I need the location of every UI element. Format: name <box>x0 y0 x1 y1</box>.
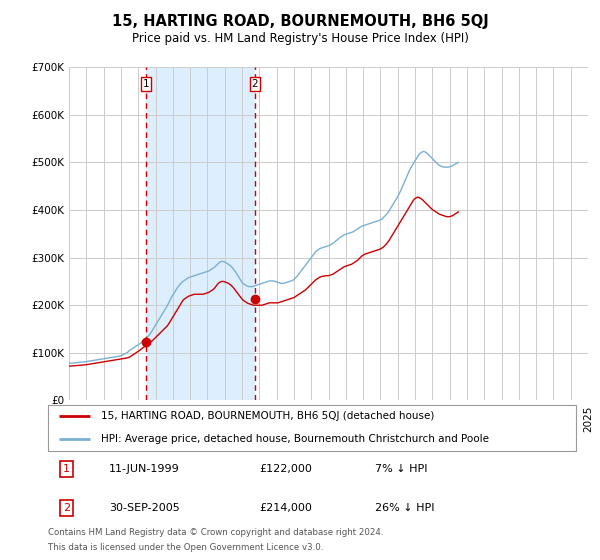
Text: 11-JUN-1999: 11-JUN-1999 <box>109 464 179 474</box>
Text: 2: 2 <box>63 503 70 513</box>
Text: This data is licensed under the Open Government Licence v3.0.: This data is licensed under the Open Gov… <box>48 543 323 552</box>
Text: 7% ↓ HPI: 7% ↓ HPI <box>376 464 428 474</box>
Text: 15, HARTING ROAD, BOURNEMOUTH, BH6 5QJ (detached house): 15, HARTING ROAD, BOURNEMOUTH, BH6 5QJ (… <box>101 412 434 421</box>
Text: 26% ↓ HPI: 26% ↓ HPI <box>376 503 435 513</box>
Text: 1: 1 <box>63 464 70 474</box>
Text: Price paid vs. HM Land Registry's House Price Index (HPI): Price paid vs. HM Land Registry's House … <box>131 32 469 45</box>
Text: HPI: Average price, detached house, Bournemouth Christchurch and Poole: HPI: Average price, detached house, Bour… <box>101 435 489 444</box>
Text: £122,000: £122,000 <box>259 464 312 474</box>
Text: Contains HM Land Registry data © Crown copyright and database right 2024.: Contains HM Land Registry data © Crown c… <box>48 528 383 536</box>
Bar <box>146 67 255 400</box>
Text: 30-SEP-2005: 30-SEP-2005 <box>109 503 179 513</box>
Text: £214,000: £214,000 <box>259 503 312 513</box>
FancyBboxPatch shape <box>48 405 576 451</box>
Text: 15, HARTING ROAD, BOURNEMOUTH, BH6 5QJ: 15, HARTING ROAD, BOURNEMOUTH, BH6 5QJ <box>112 14 488 29</box>
Text: 1: 1 <box>142 79 149 89</box>
Text: 2: 2 <box>251 79 258 89</box>
